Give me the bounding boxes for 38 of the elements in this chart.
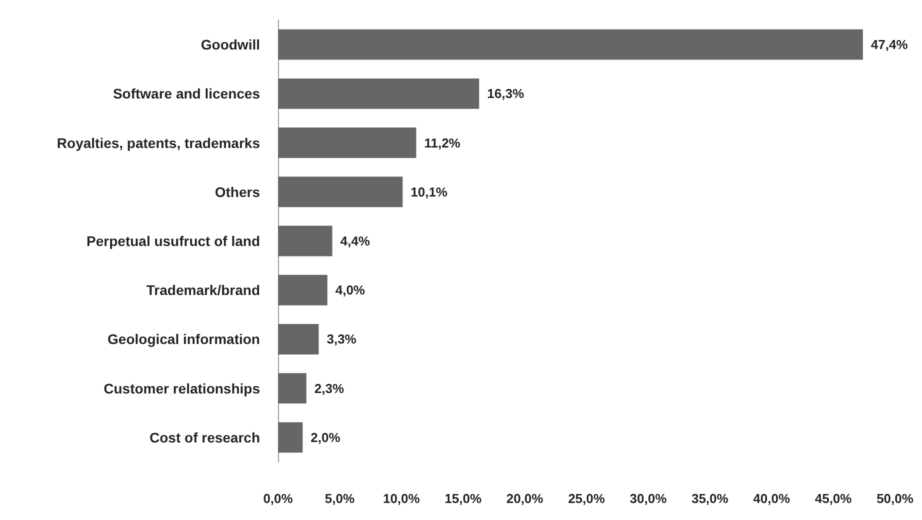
- x-tick-label: 25,0%: [568, 491, 606, 506]
- bar: [278, 422, 303, 453]
- data-label: 2,3%: [314, 380, 344, 396]
- data-label: 10,1%: [410, 184, 448, 200]
- x-tick-label: 0,0%: [263, 491, 294, 506]
- y-tick-label: Software and licences: [112, 86, 260, 102]
- x-tick-label: 50,0%: [876, 491, 914, 506]
- data-label: 3,3%: [326, 332, 357, 347]
- bar: [278, 324, 319, 354]
- x-tick-label: 5,0%: [324, 491, 355, 506]
- bar: [278, 29, 863, 60]
- y-tick-label: Goodwill: [200, 36, 260, 53]
- bar: [278, 274, 328, 306]
- data-label: 16,3%: [487, 86, 524, 102]
- x-tick-label: 30,0%: [630, 491, 668, 506]
- data-label: 47,4%: [870, 37, 908, 52]
- x-tick-label: 10,0%: [382, 491, 420, 506]
- data-label: 2,0%: [310, 430, 341, 445]
- bar: [278, 226, 332, 256]
- bar: [278, 176, 403, 208]
- x-tick-label: 40,0%: [753, 491, 790, 506]
- bar: [278, 373, 306, 404]
- y-tick-label: Customer relationships: [104, 380, 260, 396]
- y-tick-label: Geological information: [108, 331, 260, 348]
- bar: [278, 128, 416, 158]
- x-tick-label: 35,0%: [691, 491, 729, 506]
- bar: [278, 78, 480, 109]
- y-tick-label: Others: [214, 184, 260, 200]
- data-label: 4,0%: [335, 282, 366, 298]
- x-tick-label: 20,0%: [506, 491, 544, 506]
- y-tick-label: Royalties, patents, trademarks: [56, 134, 260, 151]
- y-tick-label: Trademark/brand: [146, 282, 260, 298]
- y-tick-label: Cost of research: [150, 429, 260, 446]
- x-tick-label: 15,0%: [444, 491, 482, 506]
- x-tick-label: 45,0%: [814, 491, 852, 506]
- data-label: 4,4%: [340, 234, 370, 248]
- data-label: 11,2%: [424, 135, 461, 150]
- y-tick-label: Perpetual usufruct of land: [86, 233, 260, 249]
